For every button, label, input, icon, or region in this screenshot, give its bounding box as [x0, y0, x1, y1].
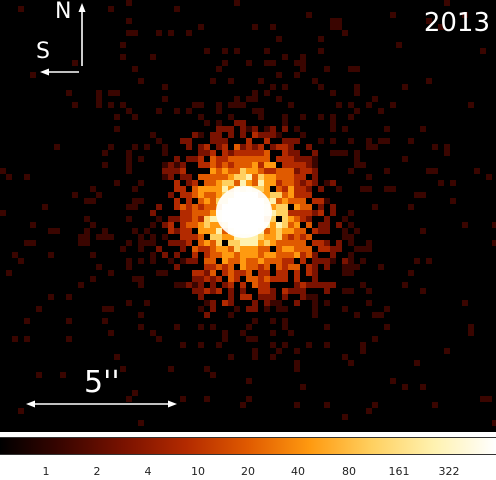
year-label: 2013 [423, 8, 490, 38]
scale-bar [26, 400, 177, 408]
colorbar-tick-label: 1 [42, 465, 50, 478]
colorbar-tick-label: 80 [342, 465, 356, 478]
scale-bar-label: 5'' [84, 365, 120, 400]
side-arrowhead-icon [40, 68, 49, 76]
colorbar-tick-label: 20 [241, 465, 255, 478]
scale-bar-right-arrowhead-icon [168, 400, 177, 408]
colorbar-tick-label: 10 [191, 465, 205, 478]
colorbar-tick-label: 2 [93, 465, 101, 478]
colorbar-gradient [0, 437, 496, 455]
side-label: S [36, 39, 50, 64]
xray-count-map: 2013 N S 5'' [0, 0, 496, 432]
colorbar: 1 2 4 10 20 40 80 161 322 [0, 432, 496, 480]
colorbar-tick-label: 40 [291, 465, 305, 478]
pixel-map [0, 0, 496, 426]
colorbar-tick-label: 161 [388, 465, 410, 478]
annotation-overlay [26, 3, 177, 408]
scale-bar-left-arrowhead-icon [26, 400, 35, 408]
north-label: N [55, 0, 72, 24]
north-arrowhead-icon [78, 3, 86, 12]
compass [40, 3, 86, 76]
colorbar-tick-label: 4 [144, 465, 152, 478]
colorbar-tick-label: 322 [438, 465, 460, 478]
